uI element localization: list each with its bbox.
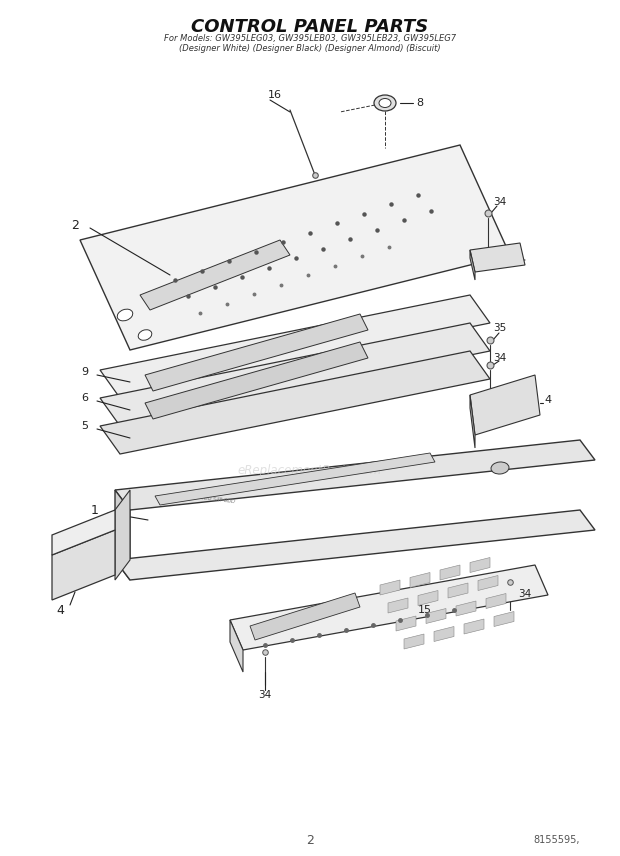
Polygon shape (478, 575, 498, 591)
Ellipse shape (374, 95, 396, 111)
Polygon shape (470, 557, 490, 573)
Text: 1: 1 (91, 503, 99, 516)
Polygon shape (52, 510, 115, 555)
Polygon shape (426, 609, 446, 623)
Polygon shape (494, 611, 514, 627)
Polygon shape (464, 619, 484, 634)
Polygon shape (145, 342, 368, 419)
Polygon shape (440, 565, 460, 580)
Text: 9: 9 (81, 367, 89, 377)
Text: 2: 2 (71, 218, 79, 231)
Ellipse shape (491, 462, 509, 474)
Text: 5: 5 (81, 421, 89, 431)
Text: CONTROL PANEL PARTS: CONTROL PANEL PARTS (192, 18, 428, 36)
Polygon shape (380, 580, 400, 595)
Polygon shape (100, 323, 490, 426)
Polygon shape (418, 591, 438, 605)
Polygon shape (115, 510, 595, 580)
Polygon shape (470, 250, 475, 280)
Polygon shape (410, 573, 430, 587)
Text: 4: 4 (544, 395, 552, 405)
Polygon shape (80, 145, 510, 350)
Text: 4: 4 (56, 603, 64, 616)
Polygon shape (230, 620, 243, 672)
Polygon shape (100, 295, 490, 398)
Polygon shape (52, 530, 115, 600)
Text: 34: 34 (494, 353, 507, 363)
Text: eReplacementParts.com: eReplacementParts.com (238, 463, 382, 477)
Text: 7: 7 (497, 255, 503, 265)
Ellipse shape (379, 98, 391, 108)
Text: For Models: GW395LEG03, GW395LEB03, GW395LEB23, GW395LEG7: For Models: GW395LEG03, GW395LEB03, GW39… (164, 34, 456, 43)
Text: 34: 34 (259, 690, 272, 700)
Polygon shape (115, 490, 130, 580)
Polygon shape (448, 583, 468, 598)
Text: 2: 2 (306, 834, 314, 847)
Polygon shape (470, 243, 525, 272)
Polygon shape (140, 240, 290, 310)
Polygon shape (145, 314, 368, 391)
Polygon shape (115, 490, 130, 580)
Polygon shape (470, 395, 475, 448)
Polygon shape (388, 598, 408, 613)
Text: 8: 8 (417, 98, 423, 108)
Text: 16: 16 (268, 90, 282, 100)
Polygon shape (434, 627, 454, 641)
Polygon shape (396, 616, 416, 631)
Text: 35: 35 (494, 323, 507, 333)
Polygon shape (404, 634, 424, 649)
Text: 34: 34 (518, 589, 531, 599)
Text: (Designer White) (Designer Black) (Designer Almond) (Biscuit): (Designer White) (Designer Black) (Desig… (179, 44, 441, 53)
Text: 15: 15 (418, 605, 432, 615)
Polygon shape (456, 601, 476, 616)
Ellipse shape (117, 309, 133, 321)
Polygon shape (155, 453, 435, 505)
Ellipse shape (138, 330, 152, 341)
Polygon shape (486, 593, 506, 609)
Text: ODD SAT ODD: ODD SAT ODD (200, 496, 235, 504)
Polygon shape (470, 375, 540, 435)
Text: 34: 34 (494, 197, 507, 207)
Polygon shape (250, 593, 360, 640)
Polygon shape (230, 565, 548, 650)
Polygon shape (115, 440, 595, 510)
Text: 6: 6 (81, 393, 89, 403)
Text: 8155595,: 8155595, (533, 835, 580, 845)
Polygon shape (100, 351, 490, 454)
